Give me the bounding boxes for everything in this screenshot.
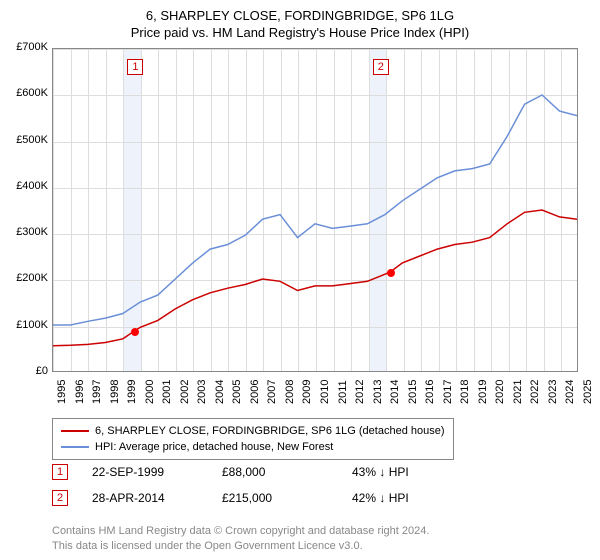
transaction-pct: 43% ↓ HPI — [352, 465, 462, 479]
x-axis-label: 2003 — [196, 380, 208, 404]
transaction-marker: 2 — [52, 490, 68, 506]
transaction-date: 28-APR-2014 — [92, 491, 222, 505]
transaction-date: 22-SEP-1999 — [92, 465, 222, 479]
attribution: Contains HM Land Registry data © Crown c… — [52, 524, 429, 554]
x-axis-label: 2008 — [284, 380, 296, 404]
x-axis-label: 2007 — [266, 380, 278, 404]
x-axis-label: 2024 — [564, 380, 576, 404]
x-axis-label: 1999 — [126, 380, 138, 404]
x-axis-label: 2004 — [214, 380, 226, 404]
x-axis-label: 2005 — [231, 380, 243, 404]
x-axis-label: 2002 — [179, 380, 191, 404]
x-axis-label: 2014 — [389, 380, 401, 404]
chart-title: 6, SHARPLEY CLOSE, FORDINGBRIDGE, SP6 1L… — [0, 0, 600, 23]
legend-label: HPI: Average price, detached house, New … — [95, 441, 333, 453]
x-axis-label: 2017 — [442, 380, 454, 404]
x-axis-label: 1995 — [56, 380, 68, 404]
y-axis-label: £200K — [2, 272, 48, 284]
x-axis-label: 2013 — [372, 380, 384, 404]
sale-marker-2: 2 — [373, 59, 389, 75]
x-axis-label: 2025 — [582, 380, 594, 404]
legend-swatch — [61, 446, 89, 448]
y-axis-label: £100K — [2, 319, 48, 331]
legend-swatch — [61, 430, 89, 432]
series-line-hpi — [53, 95, 577, 325]
x-axis-label: 2001 — [161, 380, 173, 404]
series-line-price_paid — [53, 210, 577, 346]
y-axis-label: £500K — [2, 134, 48, 146]
x-axis-label: 2010 — [319, 380, 331, 404]
x-axis-label: 1997 — [91, 380, 103, 404]
x-axis-label: 2006 — [249, 380, 261, 404]
attribution-line2: This data is licensed under the Open Gov… — [52, 539, 429, 554]
arrow-down-icon: ↓ — [379, 491, 385, 505]
transaction-row: 1 22-SEP-1999£88,00043% ↓ HPI — [52, 464, 462, 480]
transaction-pct: 42% ↓ HPI — [352, 491, 462, 505]
y-axis-label: £600K — [2, 87, 48, 99]
chart-subtitle: Price paid vs. HM Land Registry's House … — [0, 23, 600, 40]
y-axis-label: £0 — [2, 365, 48, 377]
legend-row: 6, SHARPLEY CLOSE, FORDINGBRIDGE, SP6 1L… — [61, 423, 445, 439]
x-axis-label: 1996 — [74, 380, 86, 404]
sale-marker-1: 1 — [127, 59, 143, 75]
legend-label: 6, SHARPLEY CLOSE, FORDINGBRIDGE, SP6 1L… — [95, 425, 445, 437]
x-axis-label: 2015 — [407, 380, 419, 404]
x-axis-label: 2016 — [424, 380, 436, 404]
transaction-price: £215,000 — [222, 491, 352, 505]
x-axis-label: 2022 — [529, 380, 541, 404]
x-axis-label: 1998 — [109, 380, 121, 404]
x-axis-label: 2019 — [477, 380, 489, 404]
x-axis-label: 2018 — [459, 380, 471, 404]
y-axis-label: £400K — [2, 180, 48, 192]
legend-row: HPI: Average price, detached house, New … — [61, 439, 445, 455]
x-axis-label: 2021 — [512, 380, 524, 404]
arrow-down-icon: ↓ — [379, 465, 385, 479]
y-axis-label: £700K — [2, 41, 48, 53]
x-axis-label: 2020 — [494, 380, 506, 404]
y-axis-label: £300K — [2, 226, 48, 238]
attribution-line1: Contains HM Land Registry data © Crown c… — [52, 524, 429, 539]
x-axis-label: 2011 — [337, 380, 349, 404]
x-axis-label: 2012 — [354, 380, 366, 404]
x-axis-label: 2009 — [301, 380, 313, 404]
transaction-price: £88,000 — [222, 465, 352, 479]
x-axis-label: 2023 — [547, 380, 559, 404]
transaction-row: 2 28-APR-2014£215,00042% ↓ HPI — [52, 490, 462, 506]
transaction-marker: 1 — [52, 464, 68, 480]
legend: 6, SHARPLEY CLOSE, FORDINGBRIDGE, SP6 1L… — [52, 418, 454, 460]
chart-plot-area: 12 — [52, 48, 578, 372]
x-axis-label: 2000 — [144, 380, 156, 404]
